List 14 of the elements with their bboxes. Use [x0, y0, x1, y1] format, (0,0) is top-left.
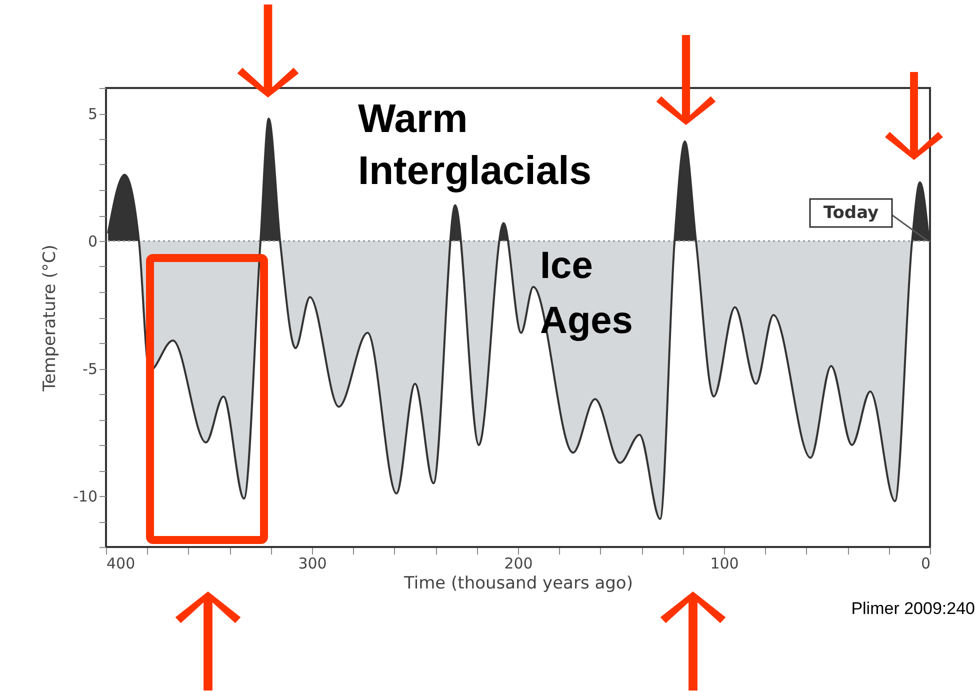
x-tick-label: 300	[298, 554, 327, 572]
text: Plimer 2009:240	[851, 599, 975, 618]
y-tick-label: 0	[88, 232, 98, 250]
x-tick-label: 0	[920, 554, 930, 572]
annotation: Today	[823, 203, 879, 223]
x-tick-label: 100	[710, 554, 739, 572]
y-tick-label: 5	[88, 105, 98, 123]
y-tick-label: -5	[82, 360, 98, 378]
annotation: Warm Interglacials	[358, 97, 592, 193]
y-tick-label: -10	[73, 488, 98, 506]
x-axis-title: Time (thousand years ago)	[403, 574, 633, 594]
x-tick-label: 400	[106, 554, 136, 572]
y-axis-title: Temperature (°C)	[40, 244, 60, 392]
x-tick-label: 200	[504, 554, 533, 572]
